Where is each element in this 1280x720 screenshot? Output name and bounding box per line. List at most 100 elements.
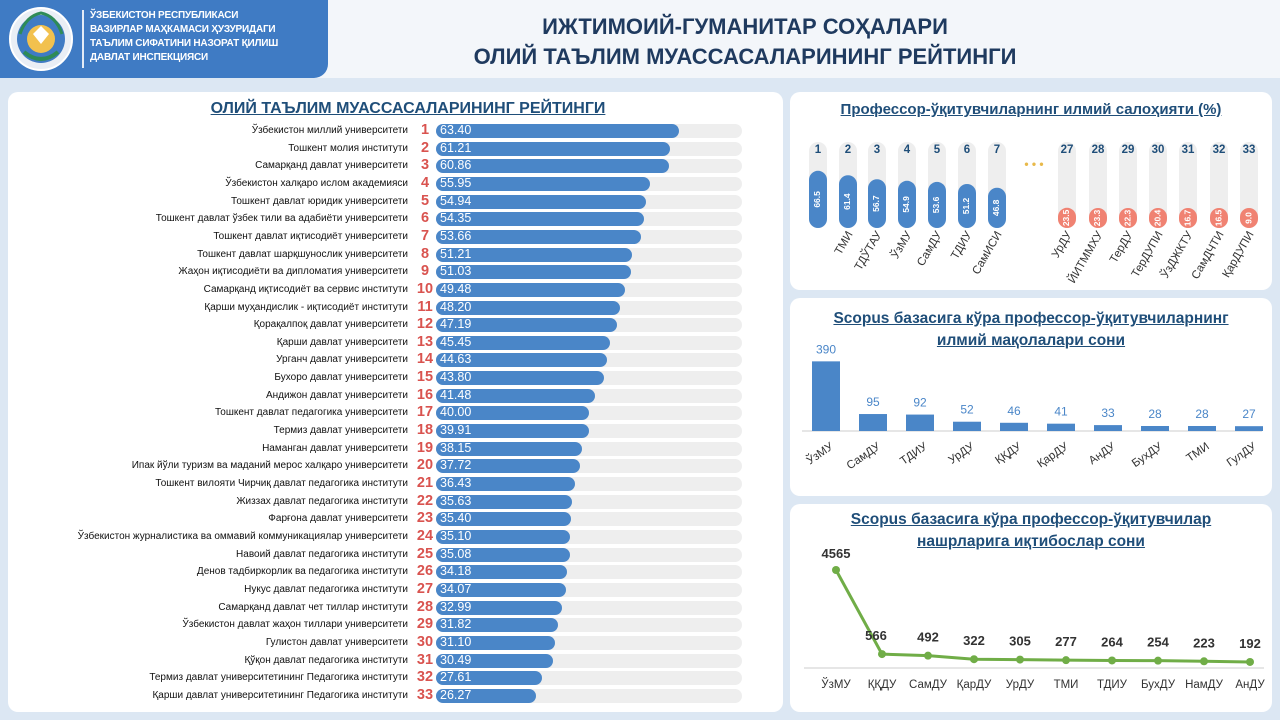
capsule-track bbox=[1149, 142, 1167, 228]
rank-number: 32 bbox=[416, 669, 434, 686]
ranking-row: Навоий давлат педагогика институти 25 35.0… bbox=[8, 546, 783, 564]
capsule-value: 16.7 bbox=[1182, 209, 1192, 226]
capsule-rank: 2 bbox=[845, 144, 851, 156]
article-bar bbox=[1141, 426, 1169, 431]
article-value: 390 bbox=[816, 342, 836, 356]
citation-category: АнДУ bbox=[1235, 679, 1265, 691]
capsule-value: 53.6 bbox=[931, 196, 941, 213]
university-name: Жиззах давлат педагогика институти bbox=[236, 495, 408, 507]
rank-number: 18 bbox=[416, 422, 434, 439]
capsule-track bbox=[1240, 142, 1258, 228]
capsule-fill bbox=[958, 183, 976, 228]
citation-value: 254 bbox=[1147, 635, 1169, 650]
ranking-row: Тошкент вилояти Чирчиқ давлат педагогика… bbox=[8, 475, 783, 493]
ranking-row: Наманган давлат университети 19 38.15 bbox=[8, 440, 783, 458]
citation-category: ТМИ bbox=[1054, 679, 1079, 691]
university-name: Ўзбекистон миллий университети bbox=[251, 125, 408, 136]
capsule-rank: 6 bbox=[964, 144, 970, 156]
citation-point bbox=[1016, 655, 1024, 664]
citation-value: 566 bbox=[865, 628, 887, 643]
article-category: ҚарДУ bbox=[1035, 440, 1071, 470]
citation-value: 305 bbox=[1009, 634, 1031, 649]
capsule-value: 61.4 bbox=[842, 193, 852, 210]
rank-number: 24 bbox=[416, 527, 434, 544]
rank-number: 5 bbox=[420, 192, 430, 209]
rating-bar bbox=[436, 229, 642, 244]
capsule-rank: 29 bbox=[1122, 144, 1135, 156]
article-bar bbox=[1000, 422, 1028, 431]
rating-value: 60.86 bbox=[440, 158, 472, 173]
university-name: Самарқанд иқтисодиёт ва сервис институти bbox=[203, 283, 408, 295]
rating-bar bbox=[436, 282, 626, 297]
rating-value: 49.48 bbox=[440, 281, 472, 296]
capsule-rank: 30 bbox=[1152, 144, 1165, 156]
capsule-value: 23.3 bbox=[1092, 209, 1102, 226]
article-category: УрДУ bbox=[947, 440, 978, 467]
ranking-row: Жаҳон иқтисодиёти ва дипломатия универси… bbox=[8, 263, 783, 281]
rating-value: 54.35 bbox=[440, 211, 472, 226]
rating-bar bbox=[436, 176, 650, 191]
org-line: ЎЗБЕКИСТОН РЕСПУБЛИКАСИ bbox=[90, 10, 239, 21]
rating-value: 27.61 bbox=[440, 670, 472, 685]
capsule-rank: 5 bbox=[934, 144, 941, 156]
ranking-row: Қарши муҳандислик - иқтисодиёт институти… bbox=[8, 299, 783, 317]
rating-value: 48.20 bbox=[440, 299, 472, 314]
article-value: 46 bbox=[1007, 404, 1021, 418]
ranking-row: Фарғона давлат университети 23 35.40 bbox=[8, 510, 783, 528]
capsule-fill bbox=[1210, 208, 1228, 228]
rating-bar bbox=[436, 618, 558, 633]
ranking-row: Жиззах давлат педагогика институти 22 35.6… bbox=[8, 493, 783, 511]
capsule-value: 66.5 bbox=[812, 191, 822, 208]
university-name: Термиз давлат университетининг Педагогик… bbox=[149, 672, 408, 684]
capsule-fill bbox=[1149, 208, 1167, 228]
article-category: ЎзМУ bbox=[804, 439, 836, 467]
capsule-fill bbox=[988, 187, 1006, 228]
citation-category: НамДУ bbox=[1185, 679, 1224, 691]
rank-number: 10 bbox=[416, 280, 434, 297]
university-name: Тошкент давлат шарқшунослик университети bbox=[197, 248, 408, 260]
rating-value: 43.80 bbox=[440, 370, 472, 385]
university-name: Ипак йўли туризм ва маданий мерос халқар… bbox=[131, 460, 408, 472]
university-name: Бухоро давлат университети bbox=[274, 372, 408, 384]
rating-value: 54.94 bbox=[440, 193, 472, 208]
rating-value: 40.00 bbox=[440, 405, 472, 420]
rating-bar bbox=[436, 653, 553, 668]
ranking-row: Термиз давлат университети 18 39.91 bbox=[8, 422, 783, 440]
university-name: Самарқанд давлат чет тиллар институти bbox=[218, 601, 408, 613]
rank-number: 8 bbox=[420, 245, 430, 262]
capsule-value: 56.7 bbox=[871, 195, 881, 212]
rank-number: 29 bbox=[416, 616, 434, 633]
capsule-label: УрДУ bbox=[1050, 229, 1075, 260]
citation-category: УрДУ bbox=[1006, 679, 1035, 691]
capsule-fill bbox=[1240, 208, 1258, 228]
capsule-rank: 3 bbox=[874, 144, 880, 156]
article-value: 92 bbox=[913, 396, 927, 410]
rating-value: 41.48 bbox=[440, 387, 472, 402]
rating-bar bbox=[436, 141, 671, 156]
capsule-value: 46.8 bbox=[991, 199, 1001, 216]
article-value: 33 bbox=[1101, 406, 1115, 420]
citation-value: 277 bbox=[1055, 634, 1077, 649]
rank-number: 14 bbox=[416, 351, 434, 368]
ranking-row: Тошкент молия институти 2 61.21 bbox=[8, 140, 783, 158]
rank-number: 22 bbox=[416, 492, 434, 509]
capsule-label: ҚарДУПИ bbox=[1221, 230, 1257, 280]
ranking-row: Тошкент давлат педагогика университети 17… bbox=[8, 404, 783, 422]
citation-value: 192 bbox=[1239, 636, 1261, 651]
capsule-track bbox=[1210, 142, 1228, 228]
university-name: Қарши давлат университети bbox=[276, 336, 408, 348]
capsule-label: СамИСИ bbox=[970, 230, 1004, 277]
capsule-fill bbox=[868, 179, 886, 228]
rank-number: 26 bbox=[416, 563, 434, 580]
capsule-track bbox=[1058, 142, 1076, 228]
ranking-row: Ўзбекистон журналистика ва оммавий комму… bbox=[8, 528, 783, 546]
citation-point bbox=[1108, 656, 1116, 665]
ranking-row: Ўзбекистон халқаро ислом академияси 4 55.9… bbox=[8, 175, 783, 193]
citation-point bbox=[924, 651, 932, 660]
rating-bar bbox=[436, 388, 595, 403]
citation-category: ЎзМУ bbox=[821, 678, 851, 691]
citation-category: СамДУ bbox=[909, 679, 948, 691]
ranking-row: Термиз давлат университетининг Педагогик… bbox=[8, 669, 783, 687]
capsule-fill bbox=[1058, 207, 1076, 228]
page-title-line2: ОЛИЙ ТАЪЛИМ МУАССАСАЛАРИНИНГ РЕЙТИНГИ bbox=[473, 44, 1017, 69]
